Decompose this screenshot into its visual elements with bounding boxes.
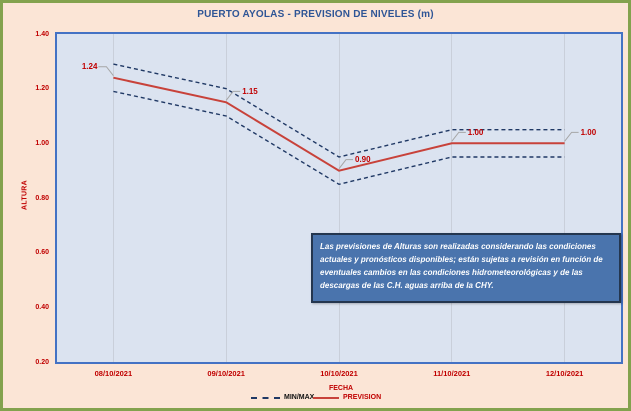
series-line-max [113,63,565,158]
legend-label-minmax: MIN/MAX [284,394,315,401]
data-label-layer: 1.24 1.15 0.90 1.00 1.00 [57,34,621,362]
y-tick-label: 0.60 [35,249,49,257]
data-label-leader-line [98,66,114,77]
legend-label-prevision: PREVISION [343,394,382,401]
x-tick-label: 11/10/2021 [433,369,471,378]
note-box: Las previsiones de Alturas son realizada… [311,233,621,303]
prevision-solid-line-swatch [313,396,339,399]
y-tick-label: 1.00 [35,139,49,147]
data-label: 1.00 [467,127,484,137]
data-label-leader-line [338,159,353,169]
y-tick-label: 1.20 [35,85,49,93]
data-label: 1.00 [580,127,597,137]
gridline-layer [57,34,621,362]
x-tick-label: 08/10/2021 [94,369,133,378]
data-label: 0.90 [355,155,371,165]
vertical-gridline [338,34,340,362]
data-label: 1.24 [81,62,98,72]
note-text: Las previsiones de Alturas son realizada… [320,242,603,290]
vertical-gridline [112,34,114,362]
vertical-gridline [451,34,453,362]
plot-area: 1.24 1.15 0.90 1.00 1.00 Las previsiones de … [55,32,623,364]
series-line-prevision [113,76,565,172]
chart-svg [98,63,579,186]
data-label-leader-line [564,131,579,142]
x-tick-label: 10/10/2021 [320,369,358,378]
y-tick-label: 1.40 [35,30,49,38]
y-tick-label: 0.40 [35,303,49,311]
data-label-leader-line [451,131,466,142]
y-tick-label: 0.20 [35,358,49,366]
series-line-min [113,90,565,186]
legend-entry-minmax: MIN/MAX [251,393,314,402]
x-tick-label: 09/10/2021 [207,369,245,378]
x-tick-label: 12/10/2021 [545,369,584,378]
chart-title: PUERTO AYOLAS - PREVISION DE NIVELES (m) [197,9,434,20]
y-tick-label: 0.80 [35,194,49,202]
data-label: 1.15 [242,86,258,96]
vertical-gridline [225,34,227,362]
x-axis-title: FECHA [328,385,354,392]
legend-entry-prevision: PREVISION [313,393,381,402]
data-label-leader-line [225,90,241,101]
minmax-dashed-line-swatch [251,396,280,399]
series-layer [57,34,621,362]
vertical-gridline [564,34,566,362]
